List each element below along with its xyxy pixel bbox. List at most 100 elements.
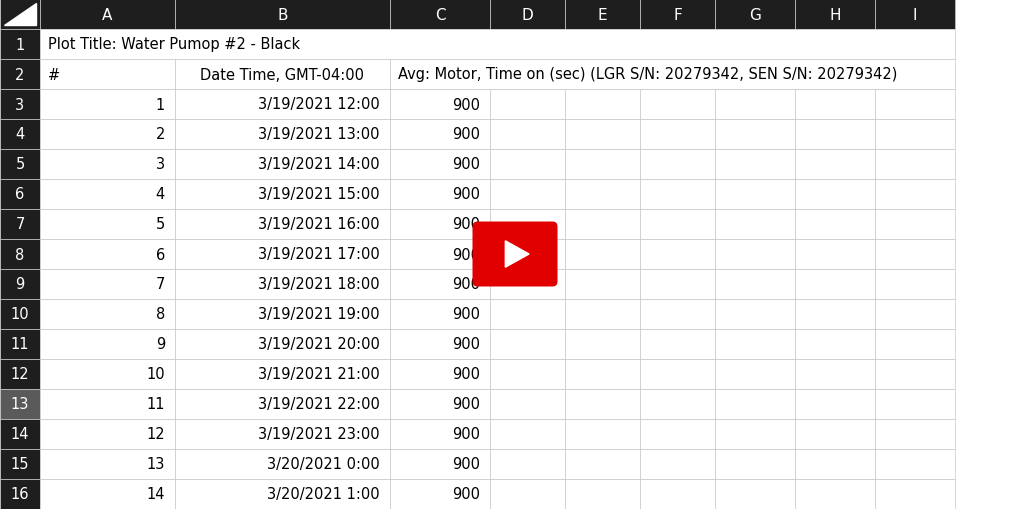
Bar bbox=[565, 299, 640, 329]
Text: 5: 5 bbox=[16, 157, 25, 172]
Bar bbox=[40, 240, 175, 269]
Bar bbox=[0, 419, 40, 449]
Bar bbox=[795, 0, 875, 30]
Bar bbox=[640, 419, 715, 449]
Text: 900: 900 bbox=[452, 157, 480, 172]
Bar bbox=[390, 180, 490, 210]
Bar bbox=[490, 329, 565, 359]
Text: 9: 9 bbox=[16, 277, 25, 292]
Bar bbox=[490, 269, 565, 299]
Bar bbox=[565, 90, 640, 120]
Text: 13: 13 bbox=[10, 397, 29, 412]
Text: 3/20/2021 1:00: 3/20/2021 1:00 bbox=[267, 487, 380, 501]
Text: 6: 6 bbox=[155, 247, 165, 262]
Bar bbox=[390, 210, 490, 240]
Bar bbox=[795, 299, 875, 329]
Text: 3/19/2021 22:00: 3/19/2021 22:00 bbox=[258, 397, 380, 412]
Bar bbox=[640, 120, 715, 150]
Text: 1: 1 bbox=[16, 38, 25, 52]
Bar bbox=[390, 60, 955, 90]
Bar bbox=[795, 269, 875, 299]
Bar bbox=[40, 0, 175, 30]
Bar bbox=[40, 449, 175, 479]
Text: 900: 900 bbox=[452, 97, 480, 112]
Bar bbox=[795, 359, 875, 389]
Bar bbox=[490, 180, 565, 210]
Bar bbox=[390, 389, 490, 419]
Bar bbox=[795, 449, 875, 479]
Bar bbox=[875, 120, 955, 150]
Bar bbox=[390, 419, 490, 449]
Bar bbox=[40, 389, 175, 419]
Text: 900: 900 bbox=[452, 337, 480, 352]
Text: H: H bbox=[829, 8, 840, 22]
Text: 900: 900 bbox=[452, 277, 480, 292]
Bar bbox=[490, 479, 565, 509]
Bar bbox=[40, 269, 175, 299]
Bar bbox=[175, 449, 390, 479]
Bar bbox=[175, 180, 390, 210]
Polygon shape bbox=[4, 4, 36, 26]
Bar bbox=[795, 329, 875, 359]
Bar bbox=[715, 299, 795, 329]
Bar bbox=[390, 479, 490, 509]
Text: 3/19/2021 12:00: 3/19/2021 12:00 bbox=[259, 97, 380, 112]
Bar bbox=[715, 389, 795, 419]
Text: 12: 12 bbox=[10, 367, 29, 382]
Text: 4: 4 bbox=[16, 127, 25, 142]
Bar bbox=[640, 180, 715, 210]
Bar bbox=[0, 359, 40, 389]
Text: 8: 8 bbox=[16, 247, 25, 262]
Bar bbox=[640, 90, 715, 120]
Bar bbox=[40, 359, 175, 389]
Bar bbox=[640, 479, 715, 509]
Bar bbox=[715, 180, 795, 210]
Bar bbox=[715, 150, 795, 180]
Text: 3: 3 bbox=[16, 97, 25, 112]
Text: 6: 6 bbox=[16, 187, 25, 202]
Bar bbox=[715, 90, 795, 120]
Bar bbox=[175, 359, 390, 389]
Text: 2: 2 bbox=[16, 67, 25, 82]
Text: 3/19/2021 19:00: 3/19/2021 19:00 bbox=[259, 307, 380, 322]
Text: 10: 10 bbox=[146, 367, 165, 382]
Bar bbox=[490, 449, 565, 479]
Bar bbox=[565, 150, 640, 180]
Bar bbox=[795, 120, 875, 150]
Bar bbox=[40, 30, 955, 60]
Bar bbox=[795, 180, 875, 210]
Bar bbox=[565, 329, 640, 359]
Text: 5: 5 bbox=[155, 217, 165, 232]
Bar bbox=[715, 240, 795, 269]
Bar bbox=[40, 329, 175, 359]
Text: 900: 900 bbox=[452, 457, 480, 471]
Bar bbox=[390, 90, 490, 120]
Bar bbox=[390, 120, 490, 150]
Text: 900: 900 bbox=[452, 217, 480, 232]
Bar bbox=[175, 299, 390, 329]
Bar bbox=[565, 479, 640, 509]
Bar bbox=[40, 479, 175, 509]
Bar bbox=[0, 90, 40, 120]
Bar bbox=[490, 90, 565, 120]
Text: 9: 9 bbox=[155, 337, 165, 352]
Text: 11: 11 bbox=[147, 397, 165, 412]
Bar bbox=[0, 299, 40, 329]
Bar bbox=[640, 0, 715, 30]
Bar bbox=[640, 389, 715, 419]
Bar bbox=[40, 180, 175, 210]
Bar bbox=[490, 150, 565, 180]
Bar bbox=[40, 120, 175, 150]
Bar bbox=[175, 210, 390, 240]
Bar bbox=[40, 150, 175, 180]
Text: C: C bbox=[435, 8, 445, 22]
Bar bbox=[175, 60, 390, 90]
Text: Avg: Motor, Time on (sec) (LGR S/N: 20279342, SEN S/N: 20279342): Avg: Motor, Time on (sec) (LGR S/N: 2027… bbox=[398, 67, 897, 82]
Bar bbox=[390, 150, 490, 180]
Bar bbox=[640, 299, 715, 329]
Text: D: D bbox=[522, 8, 533, 22]
Bar bbox=[0, 30, 40, 60]
Bar bbox=[490, 120, 565, 150]
Text: 3/19/2021 15:00: 3/19/2021 15:00 bbox=[259, 187, 380, 202]
Text: 8: 8 bbox=[155, 307, 165, 322]
